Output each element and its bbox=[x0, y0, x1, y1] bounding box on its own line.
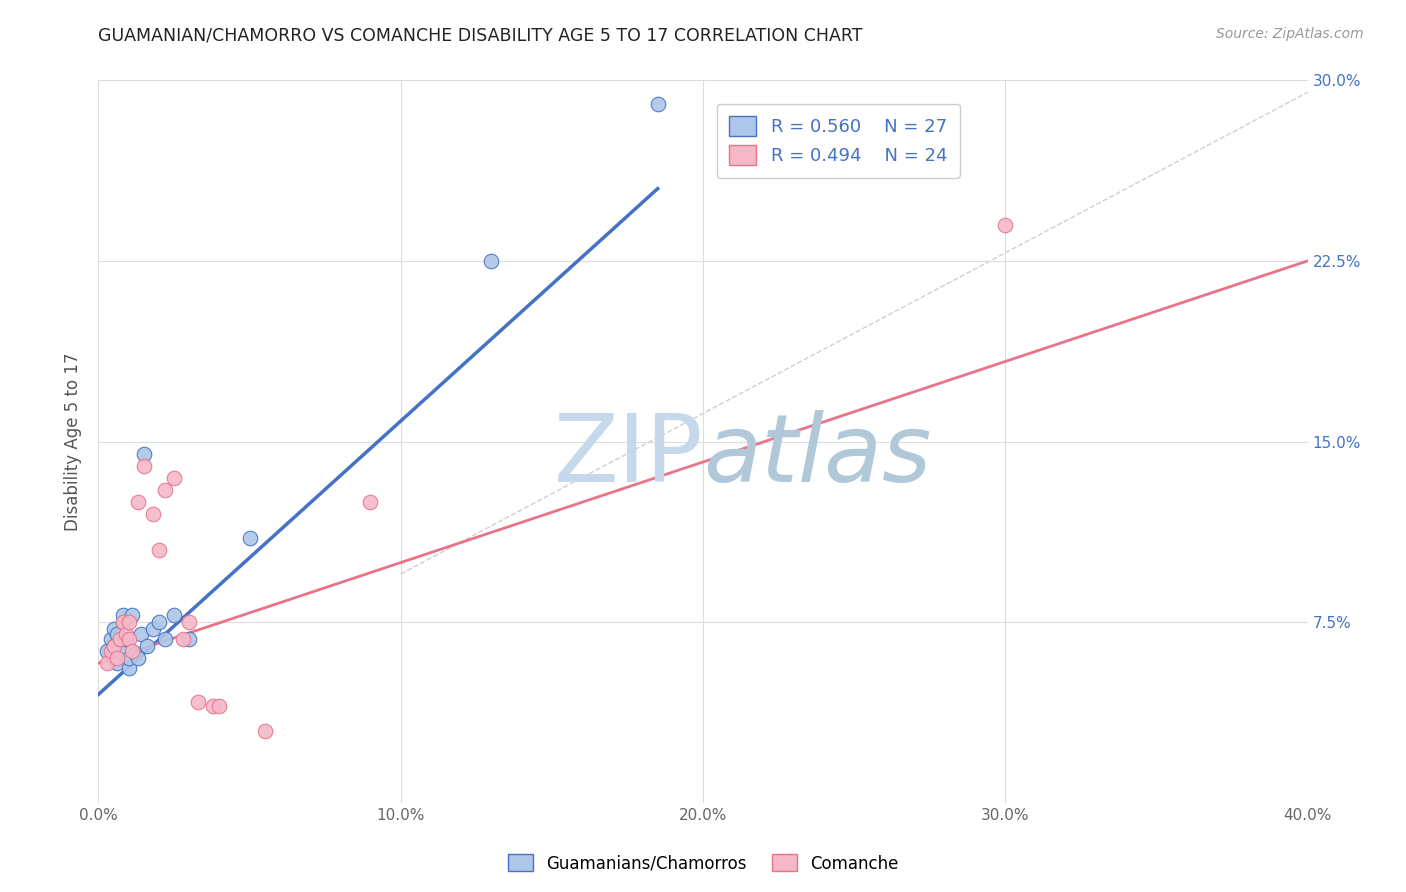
Point bbox=[187, 695, 209, 709]
Point bbox=[121, 607, 143, 622]
Text: GUAMANIAN/CHAMORRO VS COMANCHE DISABILITY AGE 5 TO 17 CORRELATION CHART: GUAMANIAN/CHAMORRO VS COMANCHE DISABILIT… bbox=[98, 27, 863, 45]
Point bbox=[135, 639, 157, 653]
Point bbox=[647, 97, 669, 112]
Text: ZIP: ZIP bbox=[554, 410, 703, 502]
Point bbox=[163, 470, 186, 484]
Point bbox=[108, 632, 131, 646]
Point bbox=[481, 253, 503, 268]
Point bbox=[105, 627, 128, 641]
Point bbox=[103, 623, 125, 637]
Point bbox=[105, 656, 128, 670]
Point bbox=[153, 483, 176, 497]
Point bbox=[100, 644, 122, 658]
Point bbox=[103, 651, 125, 665]
Point bbox=[108, 644, 131, 658]
Point bbox=[179, 632, 201, 646]
Point bbox=[142, 623, 165, 637]
Point bbox=[111, 615, 134, 630]
Point bbox=[114, 632, 136, 646]
Point bbox=[118, 661, 141, 675]
Point bbox=[253, 723, 276, 738]
Point bbox=[105, 651, 128, 665]
Point bbox=[132, 458, 155, 473]
Point bbox=[202, 699, 225, 714]
Point bbox=[239, 531, 262, 545]
Point bbox=[100, 632, 122, 646]
Point bbox=[96, 656, 118, 670]
Point bbox=[132, 446, 155, 460]
Point bbox=[118, 632, 141, 646]
Legend: R = 0.560    N = 27, R = 0.494    N = 24: R = 0.560 N = 27, R = 0.494 N = 24 bbox=[717, 103, 960, 178]
Point bbox=[127, 651, 149, 665]
Point bbox=[163, 607, 186, 622]
Legend: Guamanians/Chamorros, Comanche: Guamanians/Chamorros, Comanche bbox=[501, 847, 905, 880]
Point bbox=[118, 651, 141, 665]
Point bbox=[148, 542, 170, 557]
Point bbox=[360, 494, 382, 508]
Point bbox=[96, 644, 118, 658]
Point bbox=[148, 615, 170, 630]
Point bbox=[129, 627, 152, 641]
Point bbox=[121, 644, 143, 658]
Point bbox=[179, 615, 201, 630]
Point bbox=[103, 639, 125, 653]
Point bbox=[153, 632, 176, 646]
Text: atlas: atlas bbox=[703, 410, 931, 501]
Point bbox=[111, 615, 134, 630]
Point bbox=[124, 647, 146, 661]
Point bbox=[172, 632, 194, 646]
Text: Source: ZipAtlas.com: Source: ZipAtlas.com bbox=[1216, 27, 1364, 41]
Point bbox=[994, 218, 1017, 232]
Point bbox=[103, 639, 125, 653]
Y-axis label: Disability Age 5 to 17: Disability Age 5 to 17 bbox=[65, 352, 83, 531]
Point bbox=[127, 494, 149, 508]
Point bbox=[142, 507, 165, 521]
Point bbox=[111, 607, 134, 622]
Point bbox=[208, 699, 231, 714]
Point bbox=[114, 627, 136, 641]
Point bbox=[118, 615, 141, 630]
